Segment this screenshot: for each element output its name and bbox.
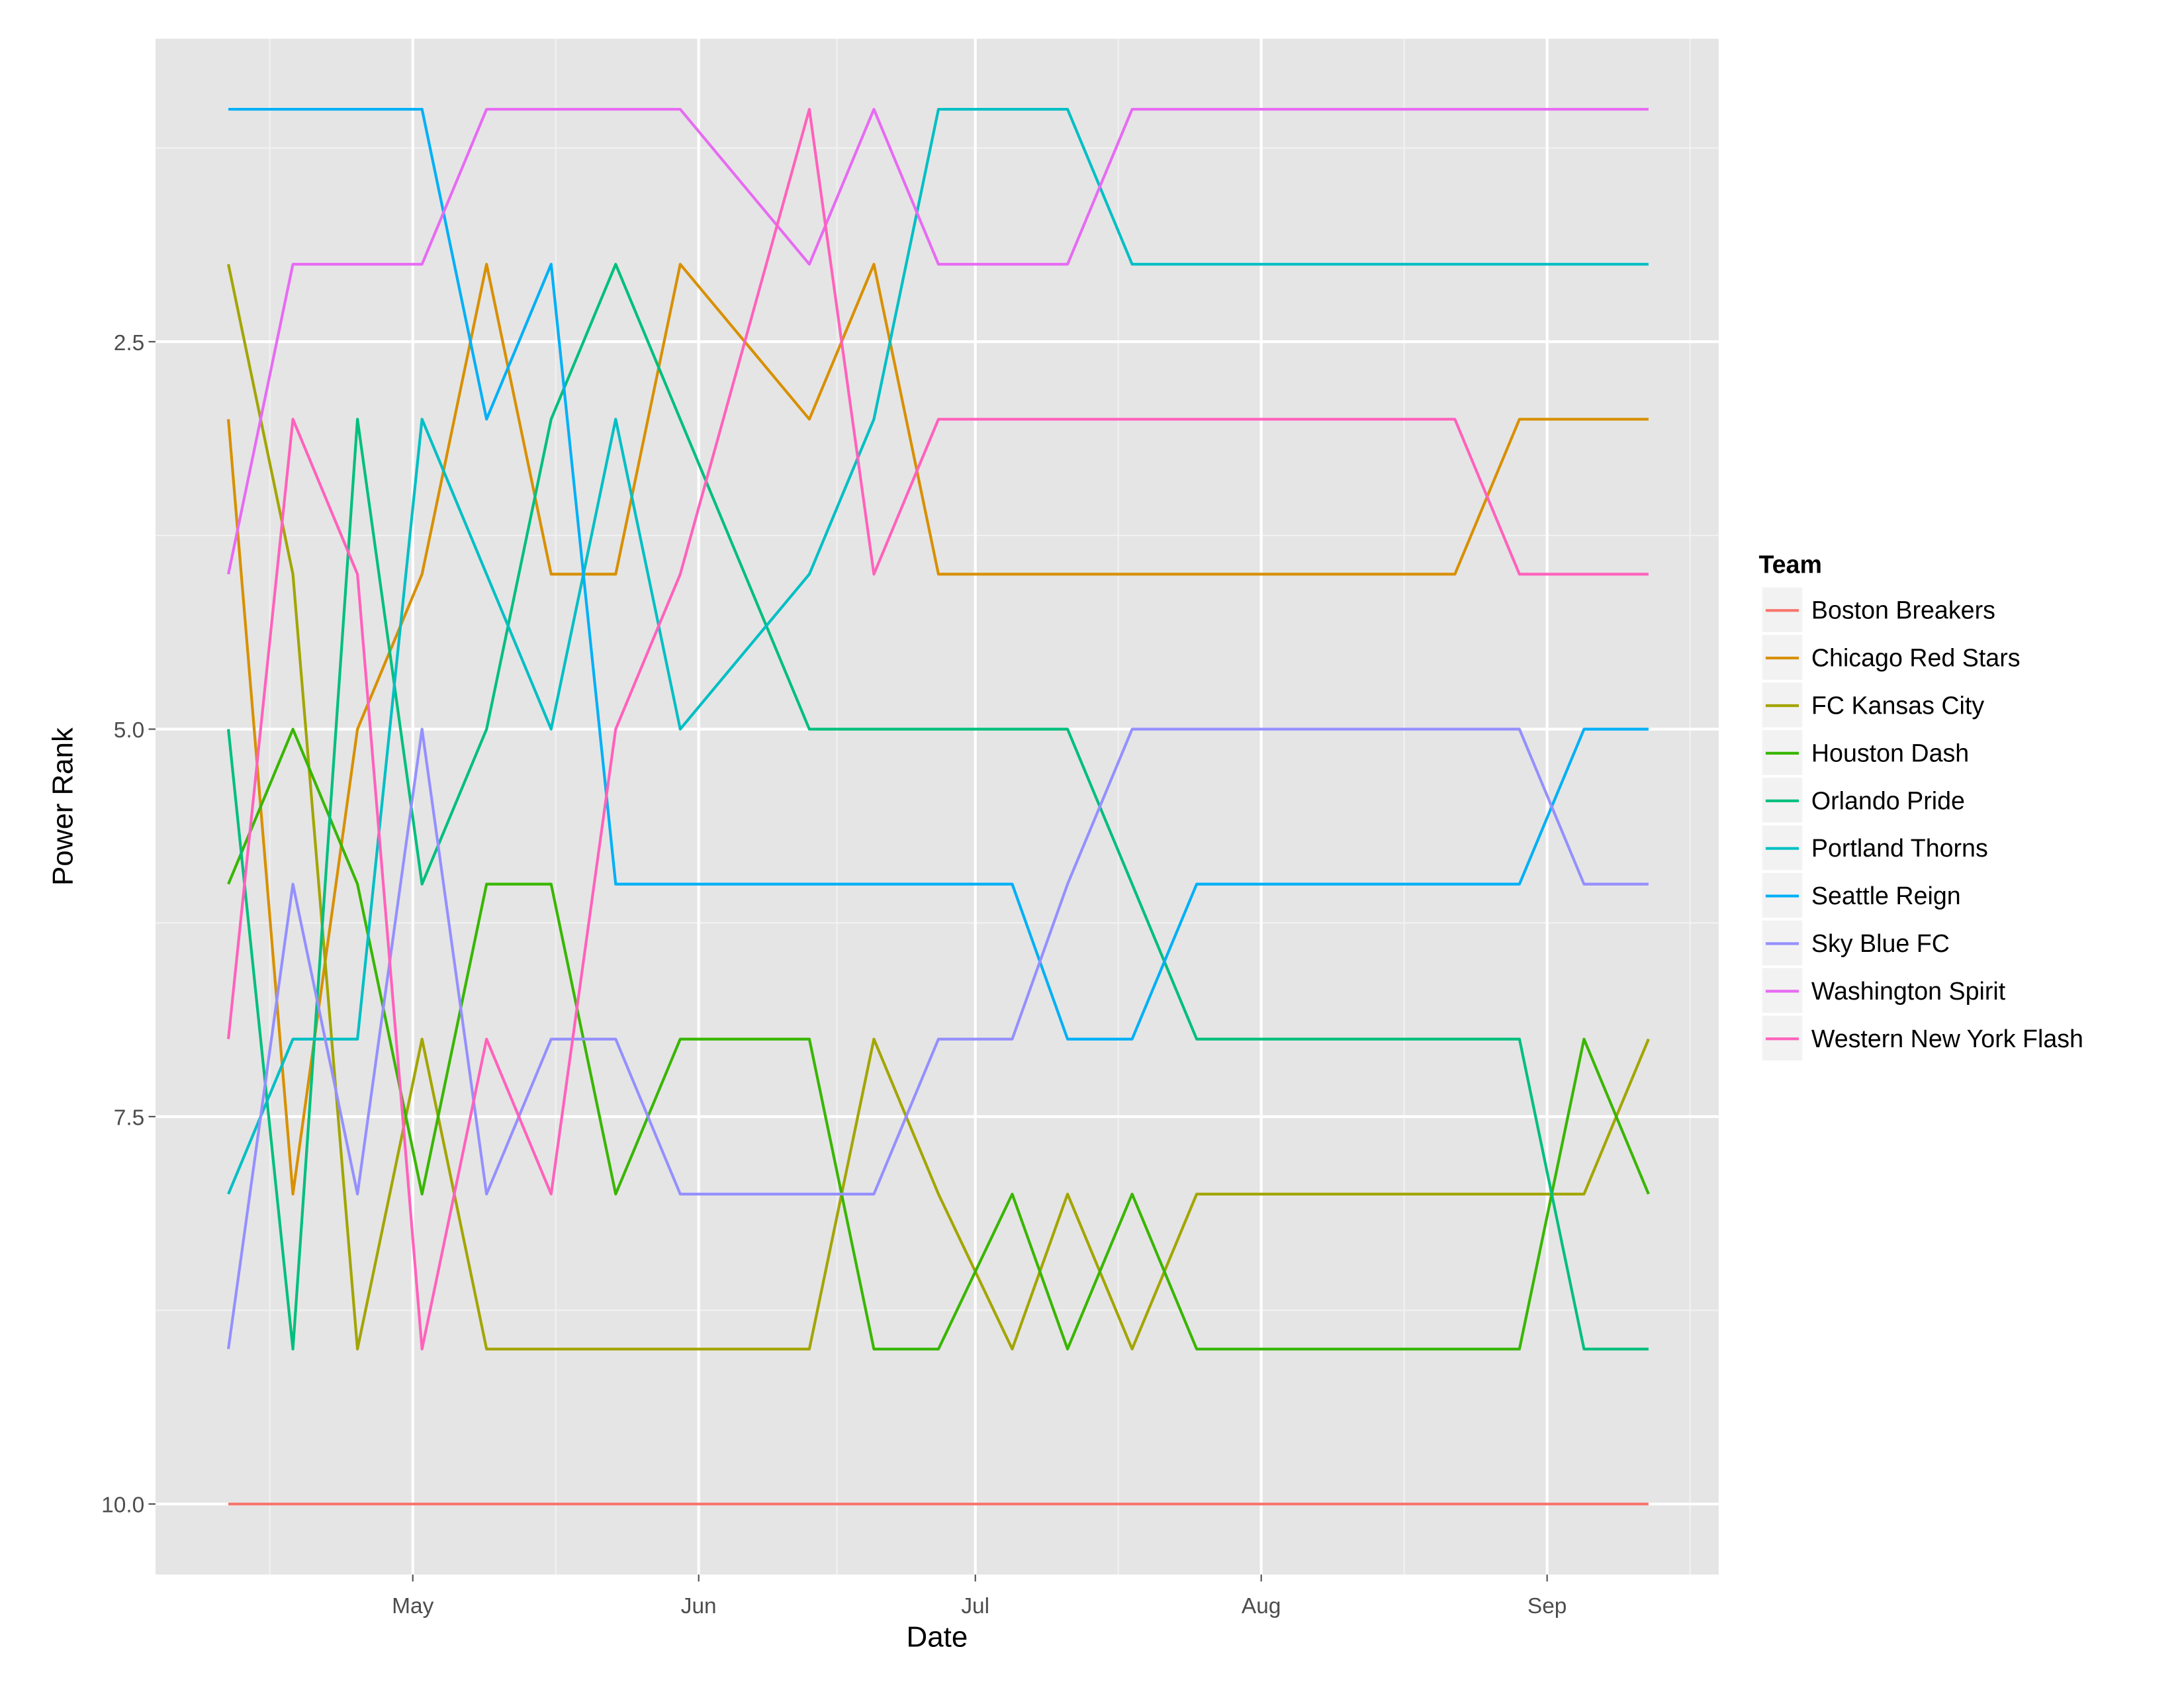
y-tick-label: 5.0 bbox=[114, 718, 144, 743]
series-line bbox=[226, 727, 1649, 1350]
legend-label: Orlando Pride bbox=[1811, 786, 1965, 814]
x-axis-title: Date bbox=[907, 1620, 968, 1653]
legend-label: Washington Spirit bbox=[1811, 977, 2006, 1005]
y-tick-label: 2.5 bbox=[114, 331, 144, 355]
legend-label: FC Kansas City bbox=[1811, 692, 1984, 720]
y-tick-label: 10.0 bbox=[101, 1493, 144, 1518]
y-axis-title: Power Rank bbox=[47, 727, 79, 886]
series-line bbox=[227, 107, 1649, 1195]
series-line bbox=[227, 727, 1650, 1351]
panel-background bbox=[155, 38, 1719, 1575]
axes: May Jun Jul Aug Sep 2.5 5.0 7.5 10.0 bbox=[101, 331, 1567, 1618]
x-tick-label: Aug bbox=[1242, 1594, 1281, 1618]
x-tick-label: May bbox=[392, 1594, 433, 1618]
legend-label: Sky Blue FC bbox=[1811, 929, 1950, 957]
x-tick-label: Sep bbox=[1527, 1594, 1567, 1618]
legend-label: Western New York Flash bbox=[1811, 1025, 2083, 1053]
legend: Team Boston Breakers Chicago Red Stars FC … bbox=[1758, 550, 2083, 1062]
series-line bbox=[226, 107, 1649, 1351]
legend-label: Houston Dash bbox=[1811, 739, 1969, 767]
lines bbox=[226, 107, 1650, 1506]
legend-label: Portland Thorns bbox=[1811, 834, 1988, 862]
series-line bbox=[226, 263, 1649, 1351]
x-tick-label: Jun bbox=[681, 1594, 717, 1618]
x-tick-label: Jul bbox=[961, 1594, 989, 1618]
series-line bbox=[227, 107, 1649, 575]
legend-label: Boston Breakers bbox=[1811, 596, 1995, 624]
series-line bbox=[228, 107, 1649, 1041]
y-tick-label: 7.5 bbox=[114, 1105, 144, 1130]
legend-label: Seattle Reign bbox=[1811, 882, 1961, 910]
series-line bbox=[226, 263, 1649, 1196]
legend-title: Team bbox=[1758, 550, 1821, 578]
legend-label: Chicago Red Stars bbox=[1811, 644, 2021, 672]
